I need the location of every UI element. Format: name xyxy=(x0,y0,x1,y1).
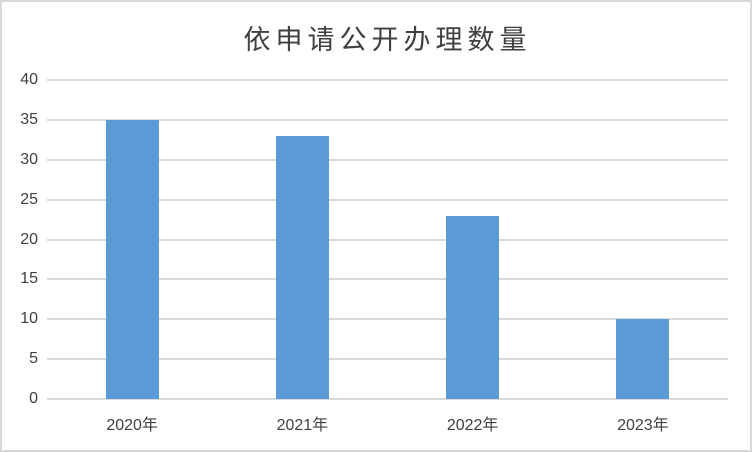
x-axis: 2020年 2021年 2022年 2023年 xyxy=(47,411,728,435)
gridline xyxy=(47,318,728,321)
gridline xyxy=(47,158,728,161)
x-axis-label: 2022年 xyxy=(446,417,499,434)
x-axis-label: 2020年 xyxy=(106,417,158,434)
plot-area xyxy=(47,79,728,400)
y-axis-tick-label: 30 xyxy=(20,150,38,168)
bar-2023年 xyxy=(616,319,669,399)
y-axis-tick-label: 25 xyxy=(20,190,38,208)
y-axis-tick-label: 5 xyxy=(29,350,38,368)
bar-2022年 xyxy=(446,216,499,399)
gridline xyxy=(47,238,728,241)
bar-2020年 xyxy=(106,120,159,399)
chart-title: 依申请公开办理数量 xyxy=(243,25,532,55)
x-axis-line xyxy=(47,398,728,400)
gridline xyxy=(47,278,728,281)
y-axis-tick-label: 0 xyxy=(29,390,38,407)
bar-2021年 xyxy=(276,136,329,399)
x-axis-label: 2021年 xyxy=(276,417,329,434)
gridline xyxy=(47,198,728,201)
gridline xyxy=(47,358,728,361)
y-axis-tick-label: 40 xyxy=(20,71,38,88)
gridline xyxy=(47,79,728,81)
y-axis-tick-label: 15 xyxy=(20,270,38,288)
gridline xyxy=(47,118,728,121)
y-axis-tick-label: 35 xyxy=(20,110,38,128)
x-axis-label: 2023年 xyxy=(617,417,669,434)
y-axis-tick-label: 10 xyxy=(20,310,38,328)
y-axis-tick-label: 20 xyxy=(20,230,38,248)
